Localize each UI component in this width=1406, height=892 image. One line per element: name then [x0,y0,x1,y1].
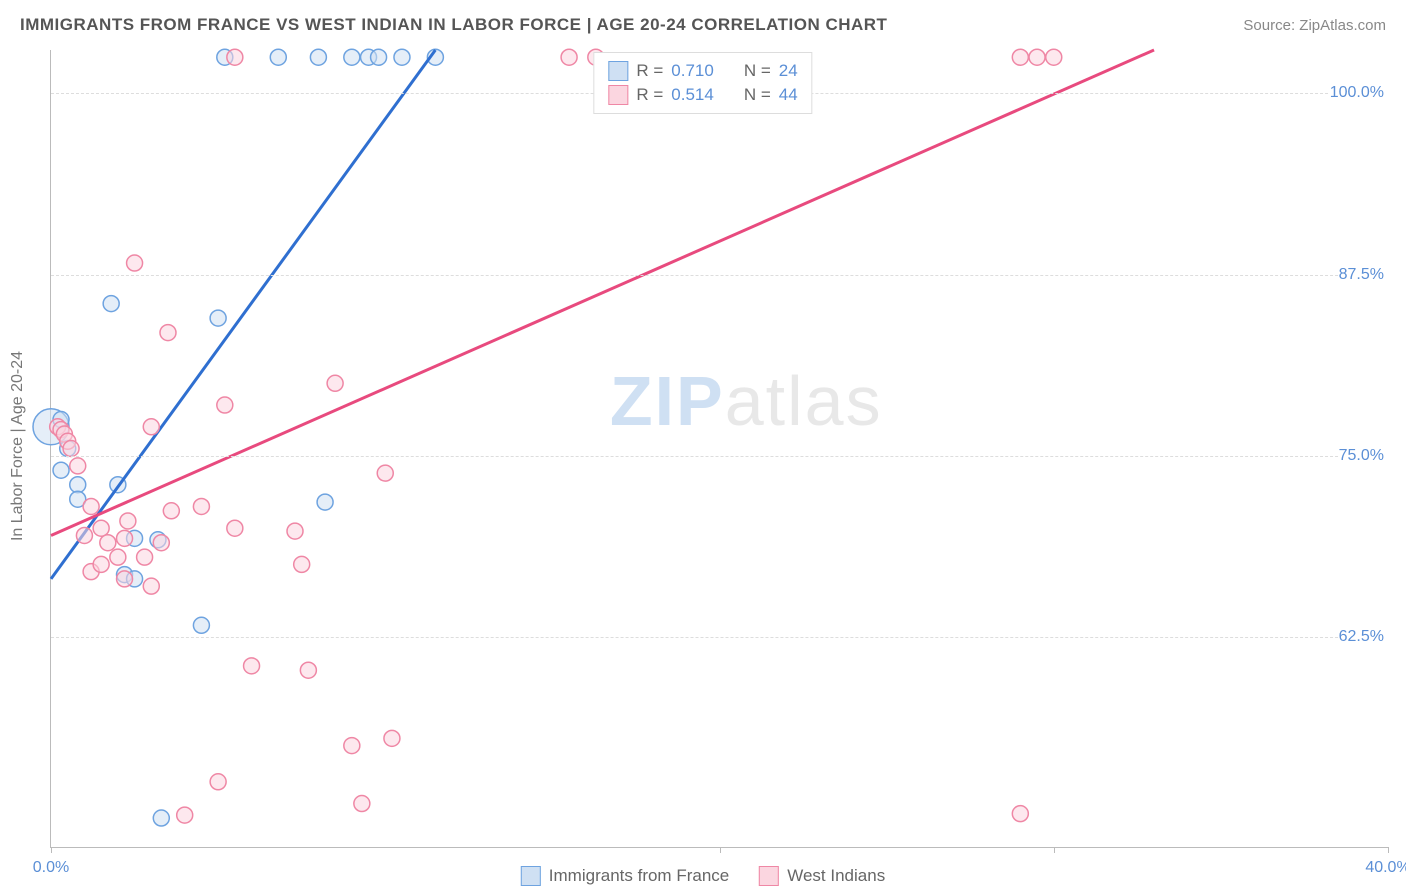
scatter-point [117,571,133,587]
scatter-point [1012,49,1028,65]
legend-n-label: N = [744,85,771,105]
scatter-point [127,255,143,271]
gridline [51,275,1388,276]
scatter-point [244,658,260,674]
gridline [51,456,1388,457]
scatter-point [354,796,370,812]
scatter-point [210,774,226,790]
source-name: ZipAtlas.com [1299,17,1386,34]
series-legend-label: Immigrants from France [549,866,729,886]
scatter-point [103,296,119,312]
correlation-legend-row: R = 0.514 N = 44 [608,83,797,107]
scatter-point [120,513,136,529]
source-attribution: Source: ZipAtlas.com [1243,17,1386,34]
legend-r-value: 0.710 [671,61,714,81]
x-tick-mark [1054,847,1055,853]
scatter-point [300,662,316,678]
x-tick-label: 0.0% [33,859,69,877]
correlation-legend: R = 0.710 N = 24 R = 0.514 N = 44 [593,52,812,114]
scatter-point [93,520,109,536]
scatter-point [177,807,193,823]
scatter-point [100,535,116,551]
scatter-point [110,549,126,565]
scatter-point [193,498,209,514]
x-tick-mark [51,847,52,853]
scatter-point [153,535,169,551]
scatter-point [227,49,243,65]
scatter-point [327,375,343,391]
chart-title: IMMIGRANTS FROM FRANCE VS WEST INDIAN IN… [20,15,887,35]
scatter-point [193,617,209,633]
scatter-point [163,503,179,519]
legend-n-value: 44 [779,85,798,105]
scatter-point [217,397,233,413]
y-tick-label: 87.5% [1339,266,1390,284]
scatter-point [63,441,79,457]
scatter-point [137,549,153,565]
source-label: Source: [1243,17,1295,34]
scatter-point [210,310,226,326]
scatter-point [70,458,86,474]
scatter-point [344,49,360,65]
scatter-point [1029,49,1045,65]
scatter-point [344,738,360,754]
scatter-point [117,530,133,546]
y-tick-label: 75.0% [1339,447,1390,465]
scatter-point [371,49,387,65]
legend-swatch [608,85,628,105]
correlation-legend-row: R = 0.710 N = 24 [608,59,797,83]
scatter-point [83,498,99,514]
trend-line [51,50,435,579]
legend-swatch [759,866,779,886]
scatter-point [394,49,410,65]
scatter-point [153,810,169,826]
legend-r-label: R = [636,61,663,81]
gridline [51,637,1388,638]
scatter-plot: ZIPatlas 62.5%75.0%87.5%100.0%0.0%40.0% [50,50,1388,848]
scatter-point [53,462,69,478]
scatter-point [561,49,577,65]
x-tick-mark [1388,847,1389,853]
scatter-point [160,325,176,341]
series-legend: Immigrants from France West Indians [521,866,885,886]
y-tick-label: 100.0% [1330,84,1390,102]
scatter-point [317,494,333,510]
scatter-point [310,49,326,65]
y-axis-title: In Labor Force | Age 20-24 [9,351,27,541]
y-tick-label: 62.5% [1339,628,1390,646]
scatter-point [70,477,86,493]
plot-svg [51,50,1388,847]
scatter-point [384,730,400,746]
x-tick-mark [720,847,721,853]
legend-n-label: N = [744,61,771,81]
scatter-point [143,578,159,594]
scatter-point [227,520,243,536]
series-legend-item: West Indians [759,866,885,886]
series-legend-item: Immigrants from France [521,866,729,886]
scatter-point [377,465,393,481]
chart-header: IMMIGRANTS FROM FRANCE VS WEST INDIAN IN… [0,0,1406,50]
legend-r-label: R = [636,85,663,105]
scatter-point [1046,49,1062,65]
scatter-point [143,419,159,435]
trend-line [51,50,1154,535]
scatter-point [294,556,310,572]
series-legend-label: West Indians [787,866,885,886]
legend-swatch [608,61,628,81]
legend-swatch [521,866,541,886]
scatter-point [287,523,303,539]
scatter-point [270,49,286,65]
scatter-point [1012,806,1028,822]
scatter-point [93,556,109,572]
legend-r-value: 0.514 [671,85,714,105]
legend-n-value: 24 [779,61,798,81]
scatter-point [76,527,92,543]
x-tick-label: 40.0% [1365,859,1406,877]
